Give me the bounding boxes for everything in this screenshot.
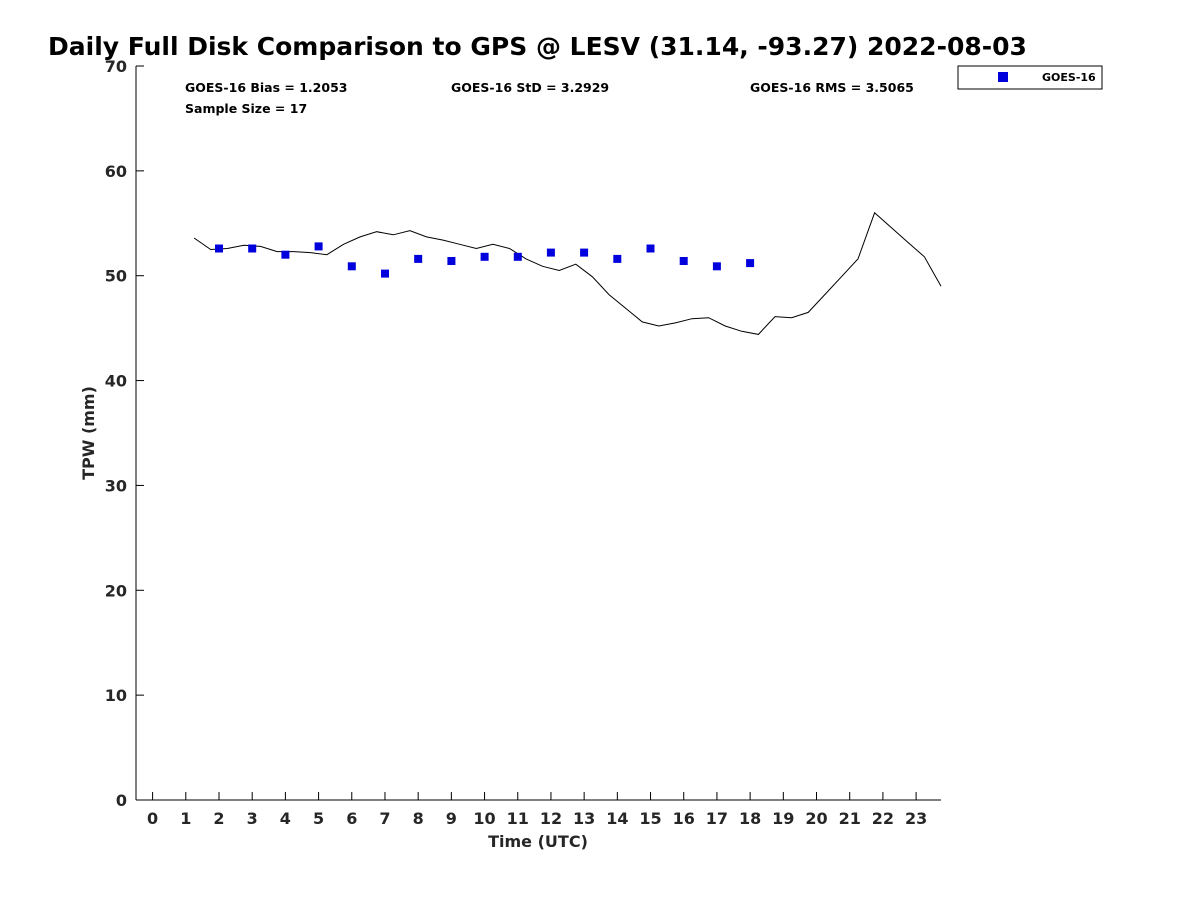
y-tick-label: 20 [105,581,127,600]
goes16-point-series [215,242,755,278]
goes16-data-point [480,252,489,261]
x-tick-label: 13 [573,809,595,828]
goes16-data-point [215,244,223,253]
goes16-data-point [281,250,290,259]
x-tick-label: 23 [905,809,927,828]
y-axis: 0 10 20 30 40 50 60 70 [105,57,144,810]
x-tick-label: 3 [247,809,258,828]
goes16-data-point [381,269,389,278]
x-tick-label: 19 [772,809,794,828]
sample-size-stat: Sample Size = 17 [185,101,307,116]
y-tick-label: 60 [105,162,127,181]
goes16-data-point [248,244,257,253]
goes16-data-point [347,262,356,271]
x-tick-label: 20 [805,809,827,828]
y-tick-label: 50 [105,267,127,286]
x-tick-label: 16 [673,809,695,828]
y-tick-label: 30 [105,476,127,495]
x-tick-label: 4 [280,809,291,828]
x-tick-label: 1 [180,809,191,828]
goes16-data-point [580,248,589,257]
legend-label: GOES-16 [1042,71,1096,84]
y-tick-label: 70 [105,57,127,76]
chart-title: Daily Full Disk Comparison to GPS @ LESV… [48,32,1027,61]
legend-box [957,65,1103,90]
x-tick-label: 21 [839,809,861,828]
goes16-data-point [513,252,522,261]
y-axis-label: TPW (mm) [79,386,98,480]
x-tick-label: 6 [346,809,357,828]
x-tick-label: 5 [313,809,324,828]
goes16-data-point [746,259,755,268]
goes16-data-point [314,242,323,251]
legend-marker [998,72,1008,82]
x-tick-label: 14 [606,809,628,828]
x-tick-label: 10 [473,809,495,828]
x-tick-label: 2 [213,809,224,828]
axes [135,66,941,801]
goes16-data-point [712,262,721,271]
x-tick-label: 18 [739,809,761,828]
goes16-data-point [613,254,622,263]
x-axis-label: Time (UTC) [488,832,588,851]
std-stat: GOES-16 StD = 3.2929 [451,80,609,95]
y-tick-label: 0 [116,791,127,810]
gps-line [193,211,942,335]
x-tick-label: 15 [639,809,661,828]
bias-stat: GOES-16 Bias = 1.2053 [185,80,347,95]
x-tick-label: 11 [507,809,529,828]
y-tick-label: 10 [105,686,127,705]
x-tick-label: 17 [706,809,728,828]
goes16-data-point [414,254,423,263]
x-tick-label: 7 [379,809,390,828]
x-tick-label: 9 [446,809,457,828]
goes16-data-point [679,257,688,265]
x-tick-label: 22 [872,809,894,828]
rms-stat: GOES-16 RMS = 3.5065 [750,80,914,95]
goes16-data-point [546,248,555,257]
y-tick-label: 40 [105,372,127,391]
goes16-data-point [447,257,456,265]
x-tick-label: 0 [147,809,158,828]
legend: GOES-16 [957,65,1103,90]
gps-line-series [193,211,942,335]
x-tick-label: 12 [540,809,562,828]
x-axis: 0 1 2 3 4 5 6 7 8 9 10 11 12 13 14 15 16 17 18 19 20 21 22 23 [147,792,927,828]
x-tick-label: 8 [413,809,424,828]
goes16-data-point [646,244,655,253]
